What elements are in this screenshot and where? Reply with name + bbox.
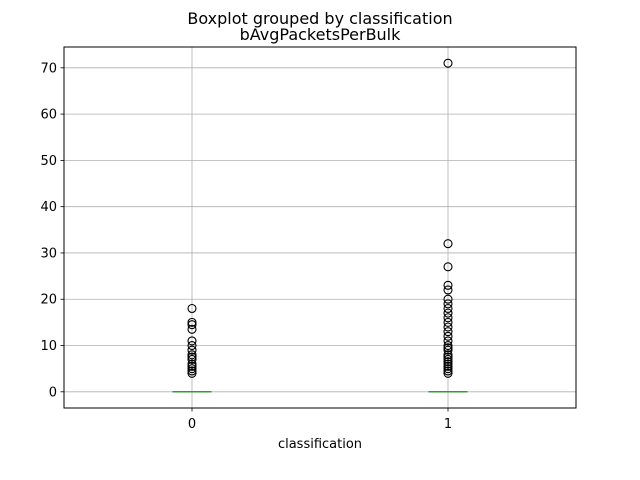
outlier-point (443, 313, 453, 323)
outlier-point (443, 336, 453, 346)
outlier-point (443, 361, 453, 371)
outlier-point (187, 364, 197, 374)
y-tick-label: 40 (40, 200, 57, 215)
outlier-point (443, 280, 453, 290)
chart-title: bAvgPacketsPerBulk (240, 25, 402, 44)
outlier-point (187, 366, 197, 376)
outlier-point (187, 320, 197, 330)
plot-area-frame (63, 46, 577, 409)
y-tick-label: 60 (40, 108, 57, 123)
outlier-point (443, 350, 453, 360)
outlier-point (443, 368, 453, 378)
outlier-point (187, 361, 197, 371)
outlier-point (443, 239, 453, 249)
outlier-point (443, 352, 453, 362)
y-tick-label: 50 (40, 154, 57, 169)
outlier-point (187, 340, 197, 351)
chart-suptitle: Boxplot grouped by classification (187, 9, 452, 28)
y-tick-label: 70 (40, 61, 57, 76)
outlier-point (443, 262, 453, 272)
x-axis-label: classification (278, 437, 362, 452)
outlier-point (187, 359, 197, 369)
outlier-point (443, 322, 453, 332)
outlier-point (187, 352, 197, 362)
outlier-points (187, 58, 453, 378)
outlier-point (443, 366, 453, 376)
outlier-point (443, 364, 453, 374)
outlier-point (443, 285, 453, 295)
outlier-point (187, 317, 197, 327)
x-tick-label: 1 (444, 417, 452, 432)
outlier-point (187, 345, 197, 355)
y-tick-label: 10 (40, 339, 57, 354)
grid-lines (64, 47, 576, 408)
y-tick-label: 20 (40, 293, 57, 308)
outlier-point (187, 368, 197, 378)
y-axis-ticks: 0 10 20 30 40 50 60 70 (40, 61, 64, 400)
y-tick-label: 30 (40, 246, 57, 261)
x-tick-label: 0 (188, 417, 196, 432)
outlier-point (443, 299, 453, 309)
outlier-point (187, 336, 197, 346)
outlier-point (187, 354, 197, 364)
outlier-point (443, 343, 453, 353)
outlier-point (187, 350, 197, 360)
y-tick-label: 0 (49, 385, 57, 400)
outlier-point (443, 354, 453, 364)
outlier-point (443, 294, 453, 304)
outlier-point (443, 345, 453, 355)
outlier-point (187, 303, 197, 314)
outlier-point (443, 308, 453, 318)
outlier-point (443, 357, 453, 367)
outlier-point (187, 324, 197, 334)
outlier-point (443, 331, 453, 341)
outlier-point (443, 327, 453, 337)
outlier-point (443, 317, 453, 327)
outlier-point (443, 340, 453, 351)
outlier-point (443, 58, 453, 68)
outlier-point (443, 359, 453, 369)
outlier-point (443, 303, 453, 314)
